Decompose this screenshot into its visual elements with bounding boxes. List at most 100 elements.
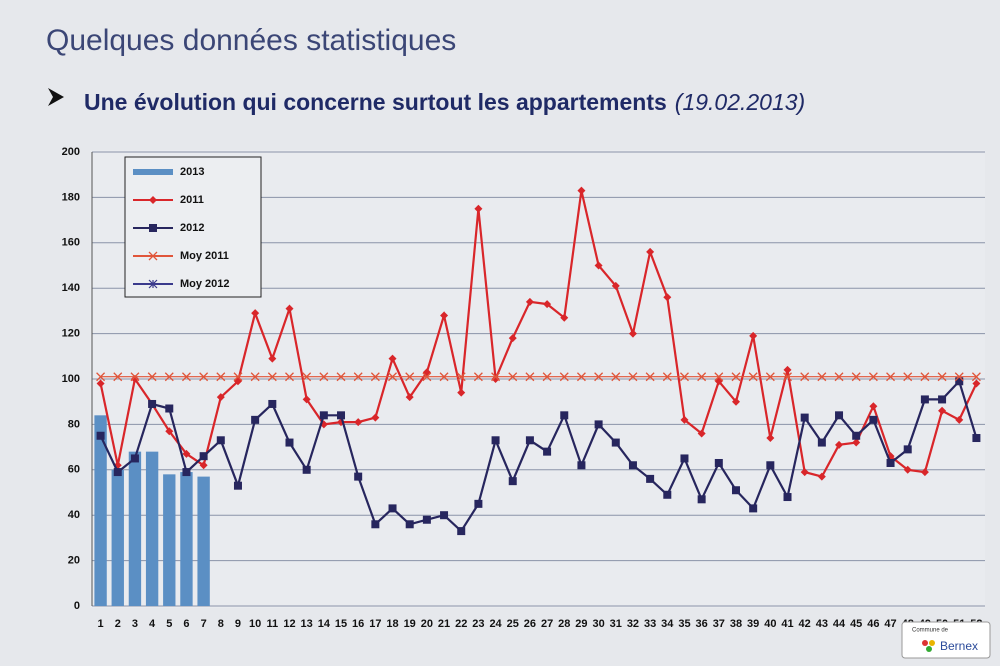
point: [749, 504, 758, 513]
point: [835, 411, 844, 420]
point: [216, 436, 225, 445]
point: [766, 434, 775, 443]
point: [559, 372, 569, 382]
bar: [197, 476, 210, 606]
y-tick-label: 0: [74, 600, 80, 612]
x-tick-label: 1: [98, 618, 104, 630]
point: [181, 372, 191, 382]
x-tick-label: 24: [489, 618, 502, 630]
point: [199, 452, 208, 461]
point: [817, 472, 826, 481]
point: [440, 311, 449, 320]
x-tick-label: 33: [644, 618, 656, 630]
point: [783, 493, 792, 502]
point: [371, 413, 380, 422]
subtitle-date: (19.02.2013): [675, 89, 805, 115]
point: [714, 458, 723, 467]
y-tick-label: 120: [62, 328, 80, 340]
point: [182, 468, 191, 477]
point: [182, 449, 191, 458]
logo-dot: [926, 646, 932, 652]
y-tick-label: 180: [62, 191, 80, 203]
x-tick-label: 45: [850, 618, 862, 630]
x-tick-label: 31: [610, 618, 622, 630]
point: [250, 372, 260, 382]
point: [611, 438, 620, 447]
point: [697, 372, 707, 382]
legend-marker: [148, 251, 158, 261]
point: [835, 440, 844, 449]
point: [645, 372, 655, 382]
x-tick-label: 16: [352, 618, 364, 630]
logo-line1: Commune de: [912, 628, 949, 634]
point: [938, 395, 947, 404]
point: [971, 372, 981, 382]
point: [577, 186, 586, 195]
point: [474, 204, 483, 213]
logo-dot: [922, 640, 928, 646]
point: [199, 461, 208, 470]
x-tick-label: 27: [541, 618, 553, 630]
bullet-arrow: [48, 88, 64, 106]
x-tick-label: 21: [438, 618, 450, 630]
point: [748, 372, 758, 382]
point: [697, 495, 706, 504]
legend-label: Moy 2012: [180, 278, 230, 290]
point: [868, 372, 878, 382]
point: [542, 372, 552, 382]
point: [611, 372, 621, 382]
bar: [94, 415, 107, 606]
point: [388, 504, 397, 513]
x-tick-label: 20: [421, 618, 433, 630]
point: [869, 415, 878, 424]
point: [972, 379, 981, 388]
legend-label: 2011: [180, 194, 204, 206]
point: [113, 468, 122, 477]
legend: 2013 2011 2012 Moy 2011 Moy 2012: [133, 166, 230, 290]
y-tick-label: 160: [62, 237, 80, 249]
point: [147, 372, 157, 382]
point: [268, 399, 277, 408]
point: [851, 372, 861, 382]
point: [388, 372, 397, 382]
x-tick-label: 6: [183, 618, 189, 630]
point: [954, 372, 964, 382]
point: [388, 354, 397, 363]
x-tick-label: 5: [166, 618, 172, 630]
point: [165, 404, 174, 413]
point: [473, 372, 483, 382]
point: [920, 395, 929, 404]
point: [405, 393, 414, 402]
point: [886, 458, 895, 467]
point: [937, 372, 947, 382]
bar: [128, 451, 142, 606]
point: [714, 372, 724, 382]
legend-marker: [149, 196, 157, 204]
point: [96, 372, 106, 382]
x-tick-label: 4: [149, 618, 156, 630]
logo-line2: Bernex: [940, 639, 978, 653]
point: [474, 499, 483, 508]
subtitle-text: Une évolution qui concerne surtout les a…: [84, 89, 667, 115]
x-tick-label: 43: [816, 618, 828, 630]
point: [525, 372, 535, 382]
point: [731, 397, 740, 406]
point: [628, 372, 638, 382]
point: [903, 372, 913, 382]
point: [216, 372, 226, 382]
point: [336, 372, 346, 382]
point: [302, 395, 311, 404]
point: [525, 436, 534, 445]
logo-box: [901, 621, 991, 659]
x-tick-label: 46: [867, 618, 879, 630]
y-tick-label: 80: [68, 418, 80, 430]
point: [680, 454, 689, 463]
x-tick-label: 7: [201, 618, 207, 630]
point: [766, 461, 775, 470]
point: [233, 372, 243, 382]
point: [457, 388, 466, 397]
point: [817, 438, 826, 447]
point: [955, 415, 964, 424]
